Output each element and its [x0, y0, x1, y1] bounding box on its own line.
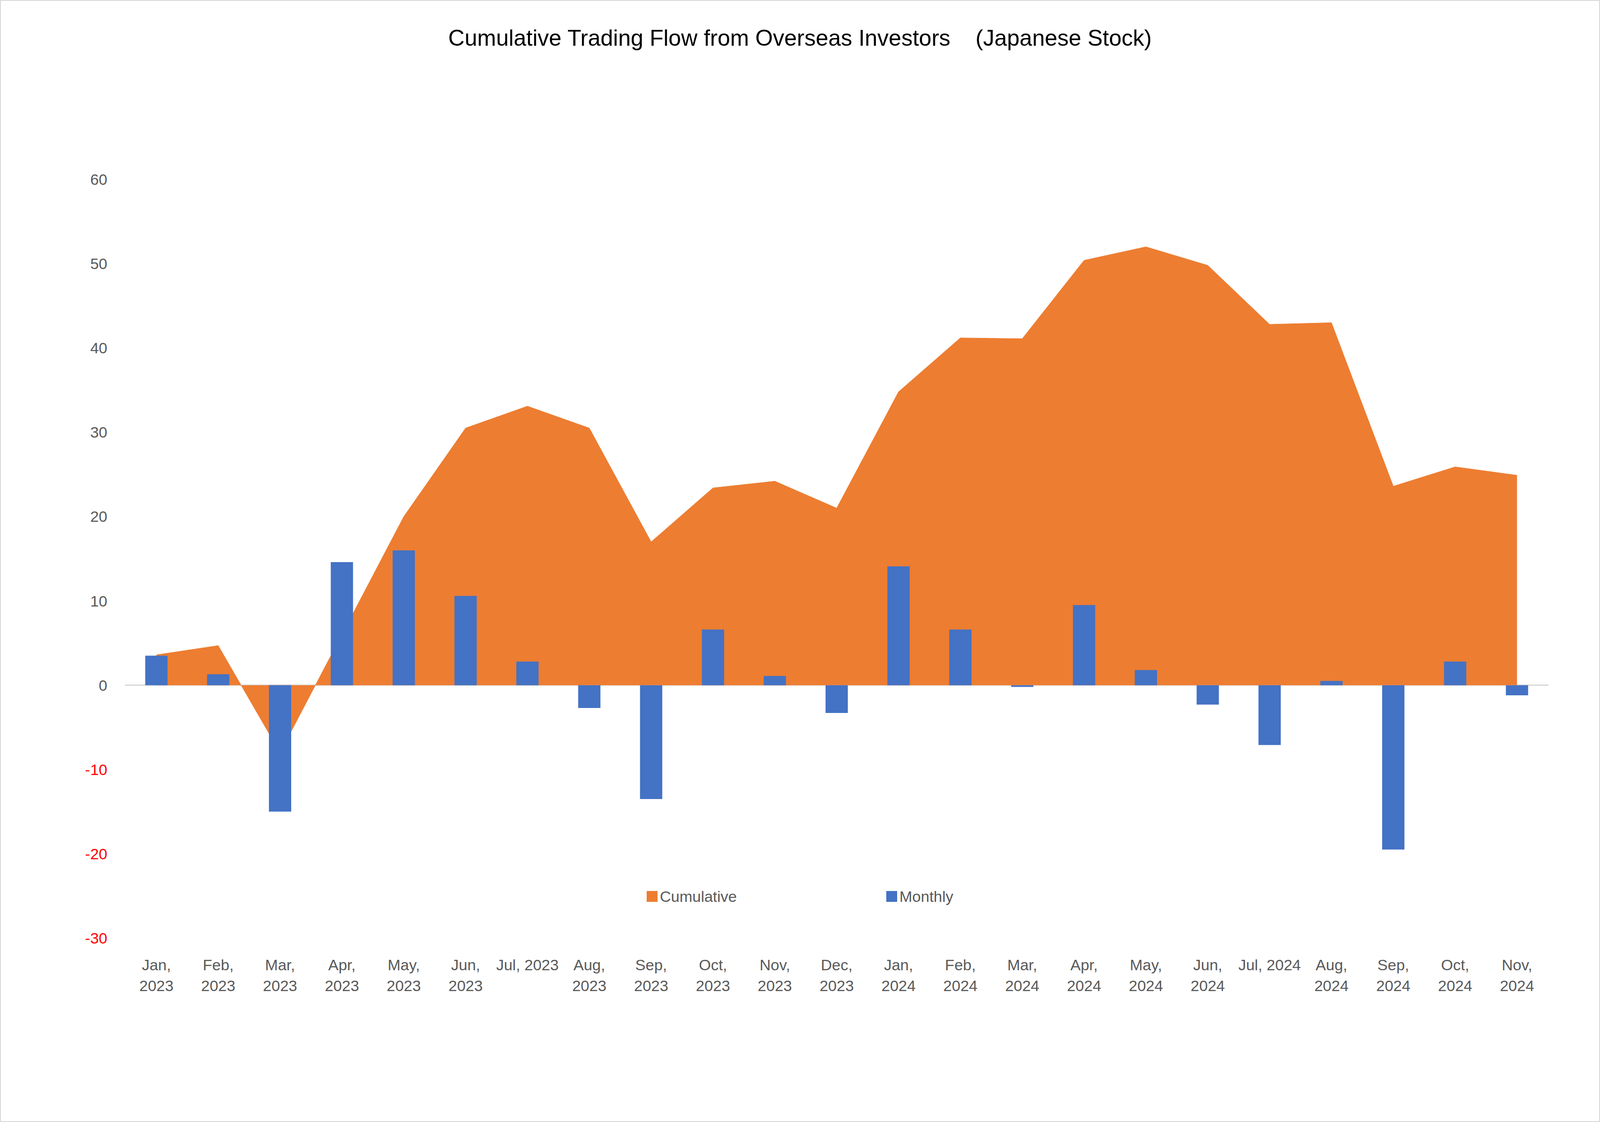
svg-text:0: 0	[98, 676, 108, 694]
svg-text:Dec,: Dec,	[821, 956, 853, 974]
svg-text:Mar,: Mar,	[1007, 956, 1038, 974]
svg-text:Jan,: Jan,	[141, 956, 171, 974]
svg-text:2023: 2023	[324, 976, 360, 995]
svg-text:-30: -30	[85, 929, 108, 947]
svg-text:40: 40	[90, 339, 108, 357]
svg-text:2024: 2024	[1314, 976, 1349, 995]
svg-text:2023: 2023	[696, 976, 731, 995]
svg-text:Feb,: Feb,	[945, 956, 976, 974]
svg-text:Jun,: Jun,	[1193, 956, 1223, 974]
svg-text:2023: 2023	[819, 976, 855, 995]
svg-text:Aug,: Aug,	[1315, 956, 1348, 974]
svg-text:2024: 2024	[1376, 976, 1411, 995]
svg-text:Jul, 2023: Jul, 2023	[496, 956, 559, 974]
svg-text:2023: 2023	[757, 976, 793, 995]
svg-text:Nov,: Nov,	[1501, 956, 1533, 974]
svg-text:2023: 2023	[139, 976, 174, 995]
svg-text:Oct,: Oct,	[698, 956, 727, 974]
svg-text:Sep,: Sep,	[635, 956, 668, 974]
svg-text:2023: 2023	[448, 976, 483, 995]
svg-text:2023: 2023	[386, 976, 422, 995]
svg-text:Aug,: Aug,	[573, 956, 606, 974]
svg-text:20: 20	[90, 507, 108, 525]
svg-text:Cumulative: Cumulative	[659, 887, 737, 905]
svg-text:2023: 2023	[634, 976, 669, 995]
svg-text:10: 10	[90, 592, 108, 610]
svg-text:Jul, 2024: Jul, 2024	[1238, 956, 1301, 974]
svg-text:Jan,: Jan,	[884, 956, 913, 974]
svg-text:2024: 2024	[1437, 976, 1473, 995]
svg-text:Nov,: Nov,	[759, 956, 790, 974]
svg-text:50: 50	[90, 254, 108, 273]
svg-text:-20: -20	[85, 845, 108, 863]
svg-text:30: 30	[90, 423, 108, 441]
svg-text:Apr,: Apr,	[328, 956, 356, 974]
svg-text:2023: 2023	[571, 976, 607, 995]
svg-text:2023: 2023	[263, 976, 298, 995]
svg-text:2024: 2024	[1066, 976, 1102, 995]
svg-text:2024: 2024	[881, 976, 916, 995]
svg-text:60: 60	[90, 170, 108, 188]
svg-text:Apr,: Apr,	[1070, 956, 1098, 974]
svg-text:Cumulative Trading Flow from O: Cumulative Trading Flow from Overseas In…	[448, 25, 1152, 51]
svg-text:Monthly: Monthly	[899, 887, 954, 905]
svg-text:Sep,: Sep,	[1377, 956, 1410, 974]
svg-text:2024: 2024	[1004, 976, 1040, 995]
svg-text:2024: 2024	[1499, 976, 1535, 995]
svg-text:2024: 2024	[1129, 976, 1164, 995]
svg-text:May,: May,	[387, 956, 420, 974]
svg-text:-10: -10	[85, 760, 108, 779]
svg-text:2024: 2024	[943, 976, 978, 995]
svg-text:Feb,: Feb,	[202, 956, 234, 974]
svg-text:2023: 2023	[201, 976, 236, 995]
svg-text:Jun,: Jun,	[451, 956, 481, 974]
svg-text:Mar,: Mar,	[264, 956, 295, 974]
svg-text:May,: May,	[1129, 956, 1163, 974]
svg-text:Oct,: Oct,	[1441, 956, 1470, 974]
svg-text:2024: 2024	[1190, 976, 1226, 995]
